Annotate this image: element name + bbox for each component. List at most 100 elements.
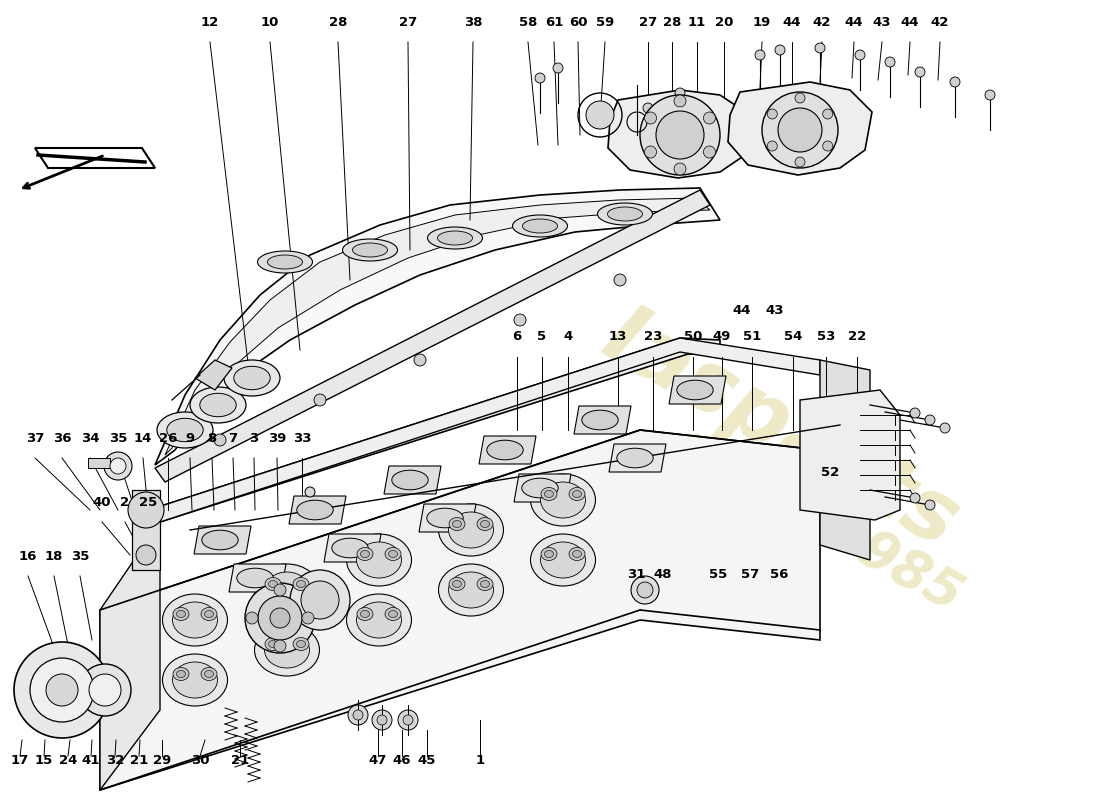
Text: 27: 27 — [639, 15, 657, 29]
Circle shape — [675, 88, 685, 98]
Ellipse shape — [541, 487, 557, 501]
Circle shape — [674, 95, 686, 107]
Text: 55: 55 — [708, 569, 727, 582]
Ellipse shape — [572, 490, 582, 498]
Ellipse shape — [617, 448, 653, 468]
Ellipse shape — [200, 394, 236, 417]
Circle shape — [274, 584, 286, 596]
Text: 52: 52 — [821, 466, 839, 478]
Text: 29: 29 — [153, 754, 172, 766]
Text: 23: 23 — [644, 330, 662, 343]
Polygon shape — [155, 190, 710, 482]
Ellipse shape — [452, 581, 462, 587]
Circle shape — [755, 50, 764, 60]
Ellipse shape — [449, 512, 494, 548]
Circle shape — [925, 415, 935, 425]
Polygon shape — [100, 430, 820, 790]
Circle shape — [89, 674, 121, 706]
Polygon shape — [165, 198, 710, 455]
Ellipse shape — [224, 360, 280, 396]
Polygon shape — [100, 522, 160, 790]
Text: 2: 2 — [120, 495, 130, 509]
Text: 56: 56 — [770, 569, 789, 582]
Polygon shape — [608, 90, 750, 178]
Circle shape — [302, 612, 313, 624]
Text: 57: 57 — [741, 569, 759, 582]
Ellipse shape — [385, 547, 402, 561]
Ellipse shape — [268, 641, 277, 647]
Text: since 1985: since 1985 — [669, 418, 971, 622]
Circle shape — [274, 640, 286, 652]
Polygon shape — [514, 474, 571, 502]
Polygon shape — [195, 360, 232, 390]
Ellipse shape — [173, 607, 189, 621]
Circle shape — [136, 545, 156, 565]
Circle shape — [110, 458, 126, 474]
Ellipse shape — [176, 610, 186, 618]
Ellipse shape — [332, 538, 368, 558]
Circle shape — [645, 146, 657, 158]
Ellipse shape — [569, 487, 585, 501]
Ellipse shape — [388, 610, 397, 618]
Text: 9: 9 — [186, 431, 195, 445]
Ellipse shape — [541, 547, 557, 561]
Text: 21: 21 — [231, 754, 249, 766]
Text: 61: 61 — [544, 15, 563, 29]
Text: 54: 54 — [784, 330, 802, 343]
Polygon shape — [609, 444, 666, 472]
Circle shape — [214, 434, 225, 446]
Circle shape — [614, 274, 626, 286]
Text: 38: 38 — [464, 15, 482, 29]
Text: 34: 34 — [80, 431, 99, 445]
Ellipse shape — [254, 564, 319, 616]
Circle shape — [301, 581, 339, 619]
Text: 22: 22 — [848, 330, 866, 343]
Circle shape — [372, 710, 392, 730]
Text: 44: 44 — [733, 303, 751, 317]
Ellipse shape — [544, 550, 553, 558]
Text: 44: 44 — [901, 15, 920, 29]
Polygon shape — [574, 406, 631, 434]
Text: 35: 35 — [70, 550, 89, 562]
Ellipse shape — [254, 624, 319, 676]
Circle shape — [950, 77, 960, 87]
Ellipse shape — [487, 440, 524, 460]
Bar — [88, 458, 110, 468]
Ellipse shape — [481, 581, 490, 587]
Circle shape — [270, 608, 290, 628]
Polygon shape — [194, 526, 251, 554]
Ellipse shape — [293, 638, 309, 650]
Text: 41: 41 — [81, 754, 100, 766]
Circle shape — [245, 583, 315, 653]
Text: 1: 1 — [475, 754, 485, 766]
Ellipse shape — [582, 410, 618, 430]
Circle shape — [258, 596, 303, 640]
Ellipse shape — [540, 542, 585, 578]
Circle shape — [776, 45, 785, 55]
Text: 17: 17 — [11, 754, 29, 766]
Circle shape — [46, 674, 78, 706]
Circle shape — [762, 92, 838, 168]
Ellipse shape — [265, 638, 280, 650]
Polygon shape — [669, 376, 726, 404]
Ellipse shape — [157, 412, 213, 448]
Circle shape — [535, 73, 544, 83]
Text: 45: 45 — [418, 754, 437, 766]
Ellipse shape — [163, 594, 228, 646]
Polygon shape — [419, 504, 476, 532]
Bar — [132, 490, 160, 570]
Ellipse shape — [190, 387, 246, 423]
Circle shape — [795, 157, 805, 167]
Text: 31: 31 — [627, 569, 646, 582]
Ellipse shape — [522, 219, 558, 233]
Circle shape — [398, 710, 418, 730]
Ellipse shape — [361, 550, 370, 558]
Ellipse shape — [358, 547, 373, 561]
Ellipse shape — [530, 474, 595, 526]
Text: 7: 7 — [229, 431, 238, 445]
Circle shape — [703, 146, 715, 158]
Text: 3: 3 — [250, 431, 258, 445]
Ellipse shape — [264, 632, 309, 668]
Ellipse shape — [607, 207, 642, 221]
Ellipse shape — [569, 547, 585, 561]
